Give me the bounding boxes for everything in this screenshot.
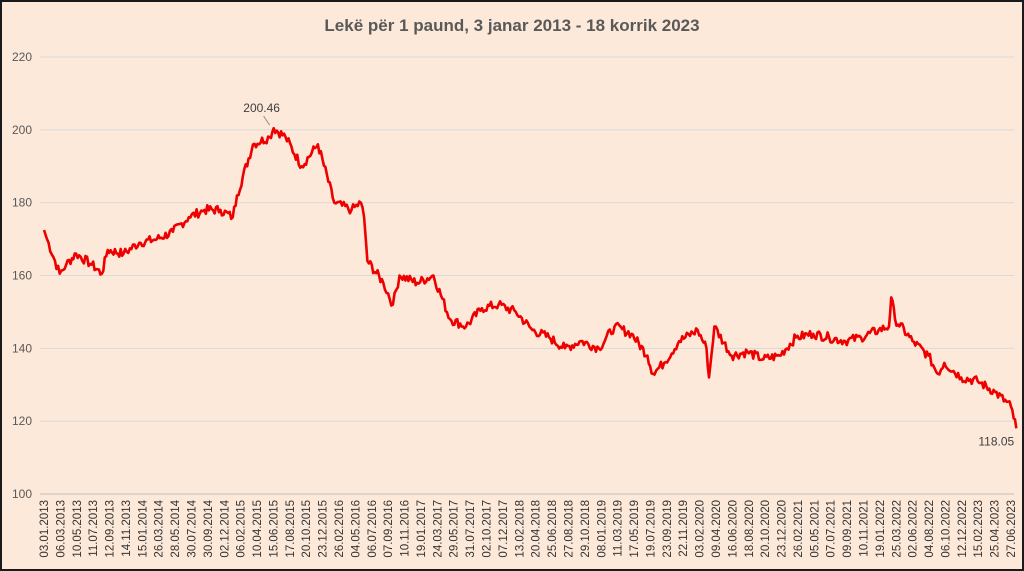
x-tick-label: 15.02.2023 [973,500,985,558]
x-tick-label: 10.04.2015 [252,500,264,558]
x-tick-label: 19.01.2022 [875,500,887,558]
x-tick-label: 06.07.2016 [367,500,379,558]
x-tick-label: 17.05.2019 [629,500,641,558]
x-tick-label: 26.03.2014 [154,499,166,557]
x-tick-label: 02.10.2017 [482,500,494,558]
y-tick-label: 160 [12,269,32,283]
x-tick-label: 26.02.2021 [793,500,805,558]
x-tick-label: 06.02.2015 [236,500,248,558]
x-tick-label: 26.02.2016 [334,500,346,558]
x-tick-label: 07.09.2016 [383,500,395,558]
x-tick-label: 12.12.2022 [957,500,969,558]
x-tick-label: 31.07.2017 [465,500,477,558]
x-tick-label: 04.05.2016 [350,500,362,558]
x-tick-label: 02.06.2022 [908,500,920,558]
x-tick-label: 03.02.2020 [695,500,707,558]
x-tick-label: 15.06.2015 [268,500,280,558]
x-tick-label: 29.05.2017 [449,500,461,558]
data-label-last: 118.05 [978,434,1014,448]
y-tick-label: 120 [12,414,32,428]
x-tick-label: 14.11.2013 [121,500,133,557]
x-tick-label: 11.07.2013 [88,500,100,557]
x-tick-label: 24.03.2017 [432,500,444,558]
x-tick-label: 20.04.2018 [531,500,543,558]
x-tick-label: 22.11.2019 [678,500,690,557]
chart-title: Lekë për 1 paund, 3 janar 2013 - 18 korr… [324,16,700,35]
x-tick-label: 23.12.2015 [318,500,330,558]
x-tick-label: 19.07.2019 [645,500,657,558]
x-tick-label: 25.04.2023 [990,500,1002,558]
x-tick-label: 17.08.2015 [285,500,297,558]
x-tick-label: 30.07.2014 [187,499,199,557]
x-tick-label: 18.08.2020 [744,500,756,558]
x-tick-label: 13.02.2018 [514,500,526,558]
x-tick-label: 27.08.2018 [563,500,575,558]
x-tick-label: 06.03.2013 [55,500,67,558]
x-tick-label: 02.12.2014 [219,499,231,557]
y-tick-label: 200 [12,123,32,137]
x-tick-label: 28.05.2014 [170,499,182,557]
x-tick-label: 08.01.2019 [596,500,608,558]
y-tick-label: 220 [12,50,32,64]
x-tick-label: 12.09.2013 [105,500,117,558]
x-tick-label: 10.11.2016 [400,500,412,557]
x-tick-label: 20.10.2020 [760,500,772,558]
x-tick-label: 25.03.2022 [891,500,903,558]
x-tick-label: 16.06.2020 [727,500,739,558]
x-tick-label: 06.10.2022 [940,500,952,558]
x-tick-label: 20.10.2015 [301,500,313,558]
data-label-max: 200.46 [243,101,280,115]
annotation-leader [263,115,271,126]
x-tick-label: 23.12.2020 [777,500,789,558]
x-tick-label: 09.09.2021 [842,500,854,558]
x-tick-label: 03.01.2013 [39,500,51,558]
x-tick-label: 30.09.2014 [203,499,215,557]
x-tick-label: 11.03.2019 [613,500,625,557]
x-tick-label: 07.07.2021 [826,500,838,558]
series-line [42,126,1018,429]
x-tick-label: 10.05.2013 [72,500,84,558]
x-tick-label: 15.01.2014 [137,499,149,557]
x-tick-label: 05.05.2021 [809,500,821,558]
x-tick-label: 07.12.2017 [498,500,510,558]
x-tick-label: 25.06.2018 [547,500,559,558]
x-tick-label: 23.09.2019 [662,500,674,558]
x-tick-label: 29.10.2018 [580,500,592,558]
x-tick-label: 19.01.2017 [416,500,428,558]
x-tick-label: 09.04.2020 [711,500,723,558]
y-tick-label: 140 [12,341,32,355]
x-tick-label: 04.08.2022 [924,500,936,558]
x-tick-label: 27.06.2023 [1006,500,1018,558]
y-tick-label: 100 [12,487,32,501]
y-tick-label: 180 [12,196,32,210]
x-tick-label: 10.11.2021 [858,500,870,557]
